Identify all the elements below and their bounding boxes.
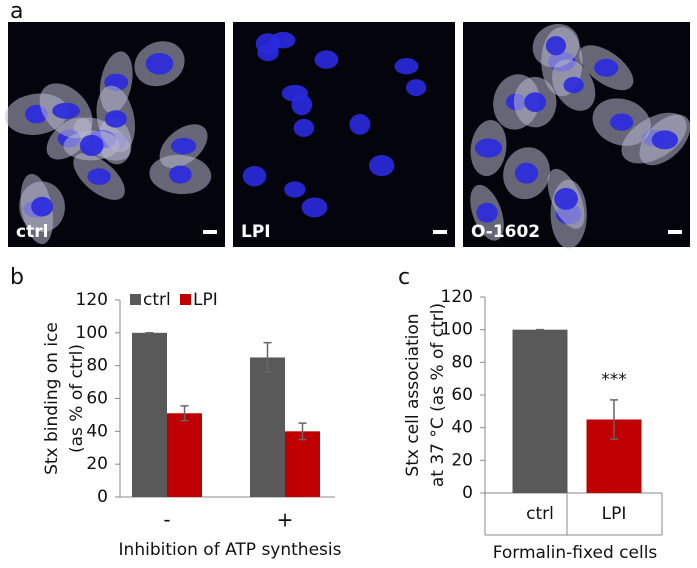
y-tick-label: 0 xyxy=(97,487,108,507)
error-bar xyxy=(263,341,272,373)
x-tick-label: - xyxy=(163,508,170,532)
x-axis-label: Formalin-fixed cells xyxy=(493,543,658,563)
nucleus xyxy=(610,113,634,131)
nucleus xyxy=(145,52,174,75)
legend-label: LPI xyxy=(193,290,218,310)
x-tick-label: LPI xyxy=(602,504,627,524)
nucleus xyxy=(270,31,296,49)
significance: *** xyxy=(601,370,627,390)
nucleus xyxy=(406,79,427,97)
nucleus xyxy=(242,165,267,187)
nucleus xyxy=(394,58,419,75)
x-tick-label: + xyxy=(277,508,294,532)
y-tick-label: 120 xyxy=(441,287,473,307)
micrographs: ctrl LPI O-1602 xyxy=(5,22,691,249)
nucleus xyxy=(514,162,539,184)
y-tick-label: 0 xyxy=(462,483,473,503)
nucleus xyxy=(476,202,498,223)
y-tick-label: 60 xyxy=(86,389,108,409)
scale-bar xyxy=(203,230,217,234)
y-tick-label: 100 xyxy=(76,323,108,343)
nucleus xyxy=(301,197,328,218)
nucleus xyxy=(314,50,339,69)
legend-swatch xyxy=(180,294,191,305)
y-tick-label: 40 xyxy=(86,421,108,441)
y-tick-label: 40 xyxy=(451,418,473,438)
bar xyxy=(512,329,568,493)
bar xyxy=(132,332,167,497)
y-axis-label: at 37 °C (as % of ctrl) xyxy=(428,303,448,487)
y-tick-label: 80 xyxy=(86,356,108,376)
bar xyxy=(167,413,202,497)
nucleus xyxy=(594,58,619,77)
nucleus xyxy=(563,76,584,94)
legend-label: ctrl xyxy=(143,290,171,310)
nucleus xyxy=(168,165,192,184)
y-tick-label: 60 xyxy=(451,385,473,405)
scale-bar xyxy=(433,230,447,234)
error-bar xyxy=(298,422,307,441)
bar xyxy=(285,431,320,497)
nucleus xyxy=(31,196,54,217)
nucleus xyxy=(257,43,279,62)
panel-letter: a xyxy=(10,0,23,24)
panel-letter: c xyxy=(398,265,410,290)
image-label: O-1602 xyxy=(471,222,540,242)
nucleus xyxy=(369,154,395,177)
x-axis-label: Inhibition of ATP synthesis xyxy=(119,540,342,560)
scale-bar xyxy=(668,230,682,234)
nucleus xyxy=(87,168,111,185)
y-tick-label: 20 xyxy=(86,454,108,474)
nucleus xyxy=(554,187,578,210)
nucleus xyxy=(170,137,197,155)
nucleus xyxy=(474,138,503,158)
y-tick-label: 100 xyxy=(441,320,473,340)
image-label: LPI xyxy=(241,222,271,242)
nucleus xyxy=(104,110,127,128)
nucleus xyxy=(284,181,306,198)
y-axis-label: (as % of ctrl) xyxy=(67,344,87,453)
y-axis-label: Stx binding on ice xyxy=(42,322,62,475)
y-tick-label: 120 xyxy=(76,290,108,310)
y-axis-label: Stx cell association xyxy=(403,313,423,476)
nucleus xyxy=(651,130,679,150)
y-tick-label: 80 xyxy=(451,352,473,372)
nucleus xyxy=(291,94,313,116)
nucleus xyxy=(524,92,547,112)
nucleus xyxy=(293,118,315,137)
nucleus xyxy=(79,134,104,157)
error-bar xyxy=(610,399,618,440)
x-tick-label: ctrl xyxy=(526,504,554,524)
nucleus xyxy=(349,114,371,135)
error-bar xyxy=(180,405,189,422)
nucleus xyxy=(52,102,80,119)
y-tick-label: 20 xyxy=(451,450,473,470)
image-label: ctrl xyxy=(16,222,48,242)
panel-letter: b xyxy=(10,265,24,290)
nucleus xyxy=(545,36,567,56)
bar xyxy=(250,357,285,497)
legend-swatch xyxy=(130,294,141,305)
